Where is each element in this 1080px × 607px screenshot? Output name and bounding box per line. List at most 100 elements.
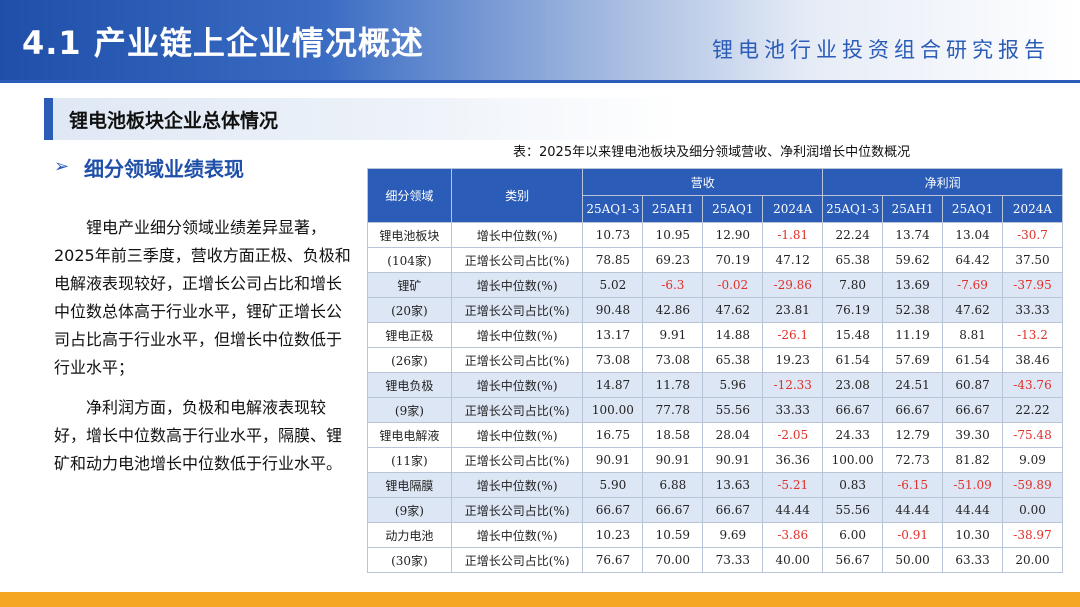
- growth-table: 细分领域 类别 营收 净利润 25AQ1-3 25AH1 25AQ1 2024A 25A…: [367, 168, 1063, 573]
- row-type-label: 正增长公司占比(%): [450, 297, 584, 323]
- table-cell: 56.67: [822, 547, 884, 573]
- row-type-label: 增长中位数(%): [450, 422, 584, 448]
- table-cell: 5.96: [702, 372, 764, 398]
- table-cell: 10.23: [582, 522, 644, 548]
- table-cell: 11.19: [882, 322, 944, 348]
- table-cell: 64.42: [942, 247, 1004, 273]
- table-cell: 65.38: [822, 247, 884, 273]
- table-cell: 76.67: [582, 547, 644, 573]
- table-cell: 13.74: [882, 222, 944, 248]
- table-cell: -13.2: [1002, 322, 1063, 348]
- table-cell: 100.00: [822, 447, 884, 473]
- table-cell: 47.62: [942, 297, 1004, 323]
- table-cell: 90.91: [582, 447, 644, 473]
- header-type: 类别: [450, 168, 584, 223]
- table-cell: 28.04: [702, 422, 764, 448]
- row-type-label: 正增长公司占比(%): [450, 247, 584, 273]
- table-cell: 42.86: [642, 297, 704, 323]
- period-header: 25AQ1-3: [822, 195, 884, 223]
- table-cell: 22.22: [1002, 397, 1063, 423]
- table-cell: 8.81: [942, 322, 1004, 348]
- table-cell: 90.48: [582, 297, 644, 323]
- table-cell: -37.95: [1002, 272, 1063, 298]
- row-type-label: 增长中位数(%): [450, 322, 584, 348]
- table-row: (11家) 正增长公司占比(%) 90.91 90.91 90.91 36.36 100.0…: [367, 447, 1063, 473]
- table-row: (9家) 正增长公司占比(%) 66.67 66.67 66.67 44.44 55.56 4…: [367, 497, 1063, 523]
- table-cell: 13.17: [582, 322, 644, 348]
- body-paragraph-1: 锂电产业细分领域业绩差异显著，2025年前三季度，营收方面正极、负极和电解液表现…: [54, 218, 351, 377]
- table-row: (26家) 正增长公司占比(%) 73.08 73.08 65.38 19.23 61.54…: [367, 347, 1063, 373]
- segment-count: (104家): [367, 247, 452, 273]
- table-cell: 16.75: [582, 422, 644, 448]
- table-cell: -2.05: [762, 422, 824, 448]
- table-row: 锂电负极 增长中位数(%) 14.87 11.78 5.96 -12.33 23.08 24.…: [367, 372, 1063, 398]
- period-header: 25AQ1-3: [582, 195, 644, 223]
- header-profit: 净利润: [822, 168, 1063, 196]
- table-header-row-2: 25AQ1-3 25AH1 25AQ1 2024A 25AQ1-3 25AH1 25AQ1 2…: [368, 195, 1063, 223]
- table-cell: 61.54: [822, 347, 884, 373]
- table-cell: 6.88: [642, 472, 704, 498]
- table-row: 动力电池 增长中位数(%) 10.23 10.59 9.69 -3.86 6.00 -0.91…: [367, 522, 1063, 548]
- table-cell: 66.67: [702, 497, 764, 523]
- section-title: 锂电池板块企业总体情况: [69, 110, 279, 132]
- table-cell: 6.00: [822, 522, 884, 548]
- table-cell: 9.69: [702, 522, 764, 548]
- table-cell: 44.44: [882, 497, 944, 523]
- table-cell: 36.36: [762, 447, 824, 473]
- table-cell: 78.85: [582, 247, 644, 273]
- header-divider: [0, 80, 1080, 83]
- table-cell: 73.33: [702, 547, 764, 573]
- segment-name: 锂电负极: [367, 372, 452, 398]
- table-cell: 66.67: [582, 497, 644, 523]
- table-row: (104家) 正增长公司占比(%) 78.85 69.23 70.19 47.12 65.3…: [367, 247, 1063, 273]
- table-cell: 7.80: [822, 272, 884, 298]
- row-type-label: 增长中位数(%): [450, 372, 584, 398]
- table-cell: 5.90: [582, 472, 644, 498]
- period-header: 25AH1: [882, 195, 944, 223]
- table-cell: 76.19: [822, 297, 884, 323]
- segment-name: 锂电隔膜: [367, 472, 452, 498]
- row-type-label: 增长中位数(%): [450, 222, 584, 248]
- table-row: 锂矿 增长中位数(%) 5.02 -6.3 -0.02 -29.86 7.80 13.69 -7…: [367, 272, 1063, 298]
- segment-name: 锂电电解液: [367, 422, 452, 448]
- table-cell: -0.91: [882, 522, 944, 548]
- segment-name: 动力电池: [367, 522, 452, 548]
- table-cell: 66.67: [882, 397, 944, 423]
- segment-count: (11家): [367, 447, 452, 473]
- table-cell: 5.02: [582, 272, 644, 298]
- table-cell: -30.7: [1002, 222, 1063, 248]
- table-cell: 40.00: [762, 547, 824, 573]
- table-cell: 44.44: [942, 497, 1004, 523]
- header-banner: [0, 0, 1080, 82]
- table-cell: 70.00: [642, 547, 704, 573]
- table-cell: 60.87: [942, 372, 1004, 398]
- table-cell: -75.48: [1002, 422, 1063, 448]
- row-type-label: 增长中位数(%): [450, 272, 584, 298]
- body-paragraph-2: 净利润方面，负极和电解液表现较好，增长中位数高于行业水平，隔膜、锂矿和动力电池增…: [54, 398, 343, 473]
- table-cell: -38.97: [1002, 522, 1063, 548]
- table-cell: 73.08: [582, 347, 644, 373]
- table-cell: 81.82: [942, 447, 1004, 473]
- row-type-label: 正增长公司占比(%): [450, 547, 584, 573]
- table-cell: 38.46: [1002, 347, 1063, 373]
- table-cell: 100.00: [582, 397, 644, 423]
- table-cell: 90.91: [702, 447, 764, 473]
- table-row: 锂电池板块 增长中位数(%) 10.73 10.95 12.90 -1.81 22.24 13…: [367, 222, 1063, 248]
- table-cell: 10.59: [642, 522, 704, 548]
- arrow-bullet-icon: ➢: [54, 156, 70, 177]
- header-segment: 细分领域: [367, 168, 452, 223]
- table-cell: 63.33: [942, 547, 1004, 573]
- segment-count: (26家): [367, 347, 452, 373]
- table-cell: 20.00: [1002, 547, 1063, 573]
- table-cell: 23.08: [822, 372, 884, 398]
- subsection-title: 细分领域业绩表现: [84, 157, 244, 181]
- table-cell: 73.08: [642, 347, 704, 373]
- table-cell: 13.69: [882, 272, 944, 298]
- table-cell: 24.33: [822, 422, 884, 448]
- table-cell: 9.91: [642, 322, 704, 348]
- table-cell: 70.19: [702, 247, 764, 273]
- table-cell: 18.58: [642, 422, 704, 448]
- table-cell: 72.73: [882, 447, 944, 473]
- period-header: 25AQ1: [702, 195, 764, 223]
- period-header: 2024A: [1002, 195, 1063, 223]
